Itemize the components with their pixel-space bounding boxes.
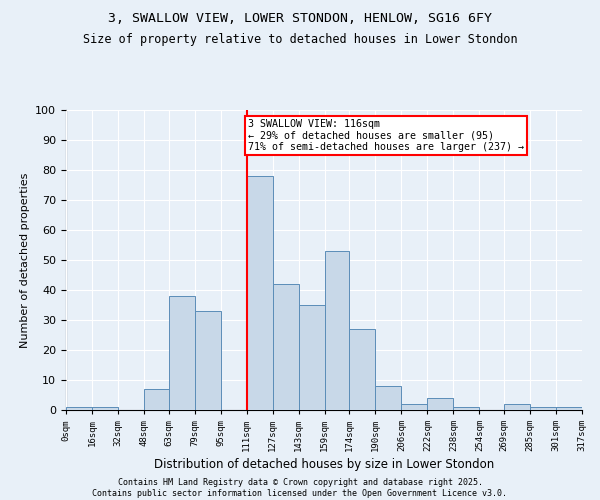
Bar (375, 386, 401, 410)
Bar (92, 407, 118, 410)
Bar (247, 176, 273, 410)
Text: 3 SWALLOW VIEW: 116sqm
← 29% of detached houses are smaller (95)
71% of semi-det: 3 SWALLOW VIEW: 116sqm ← 29% of detached… (248, 119, 524, 152)
Bar (66, 407, 92, 410)
Bar (504, 404, 530, 410)
Bar (556, 407, 582, 410)
Text: Contains HM Land Registry data © Crown copyright and database right 2025.
Contai: Contains HM Land Registry data © Crown c… (92, 478, 508, 498)
Bar (144, 389, 169, 410)
Text: 3, SWALLOW VIEW, LOWER STONDON, HENLOW, SG16 6FY: 3, SWALLOW VIEW, LOWER STONDON, HENLOW, … (108, 12, 492, 26)
Bar (530, 407, 556, 410)
Bar (349, 329, 375, 410)
Bar (427, 398, 454, 410)
X-axis label: Distribution of detached houses by size in Lower Stondon: Distribution of detached houses by size … (154, 458, 494, 471)
Bar (454, 407, 479, 410)
Text: Size of property relative to detached houses in Lower Stondon: Size of property relative to detached ho… (83, 32, 517, 46)
Bar (194, 311, 221, 410)
Bar (169, 296, 194, 410)
Bar (299, 305, 325, 410)
Bar (325, 251, 349, 410)
Bar (273, 284, 299, 410)
Bar (401, 404, 427, 410)
Y-axis label: Number of detached properties: Number of detached properties (20, 172, 30, 348)
